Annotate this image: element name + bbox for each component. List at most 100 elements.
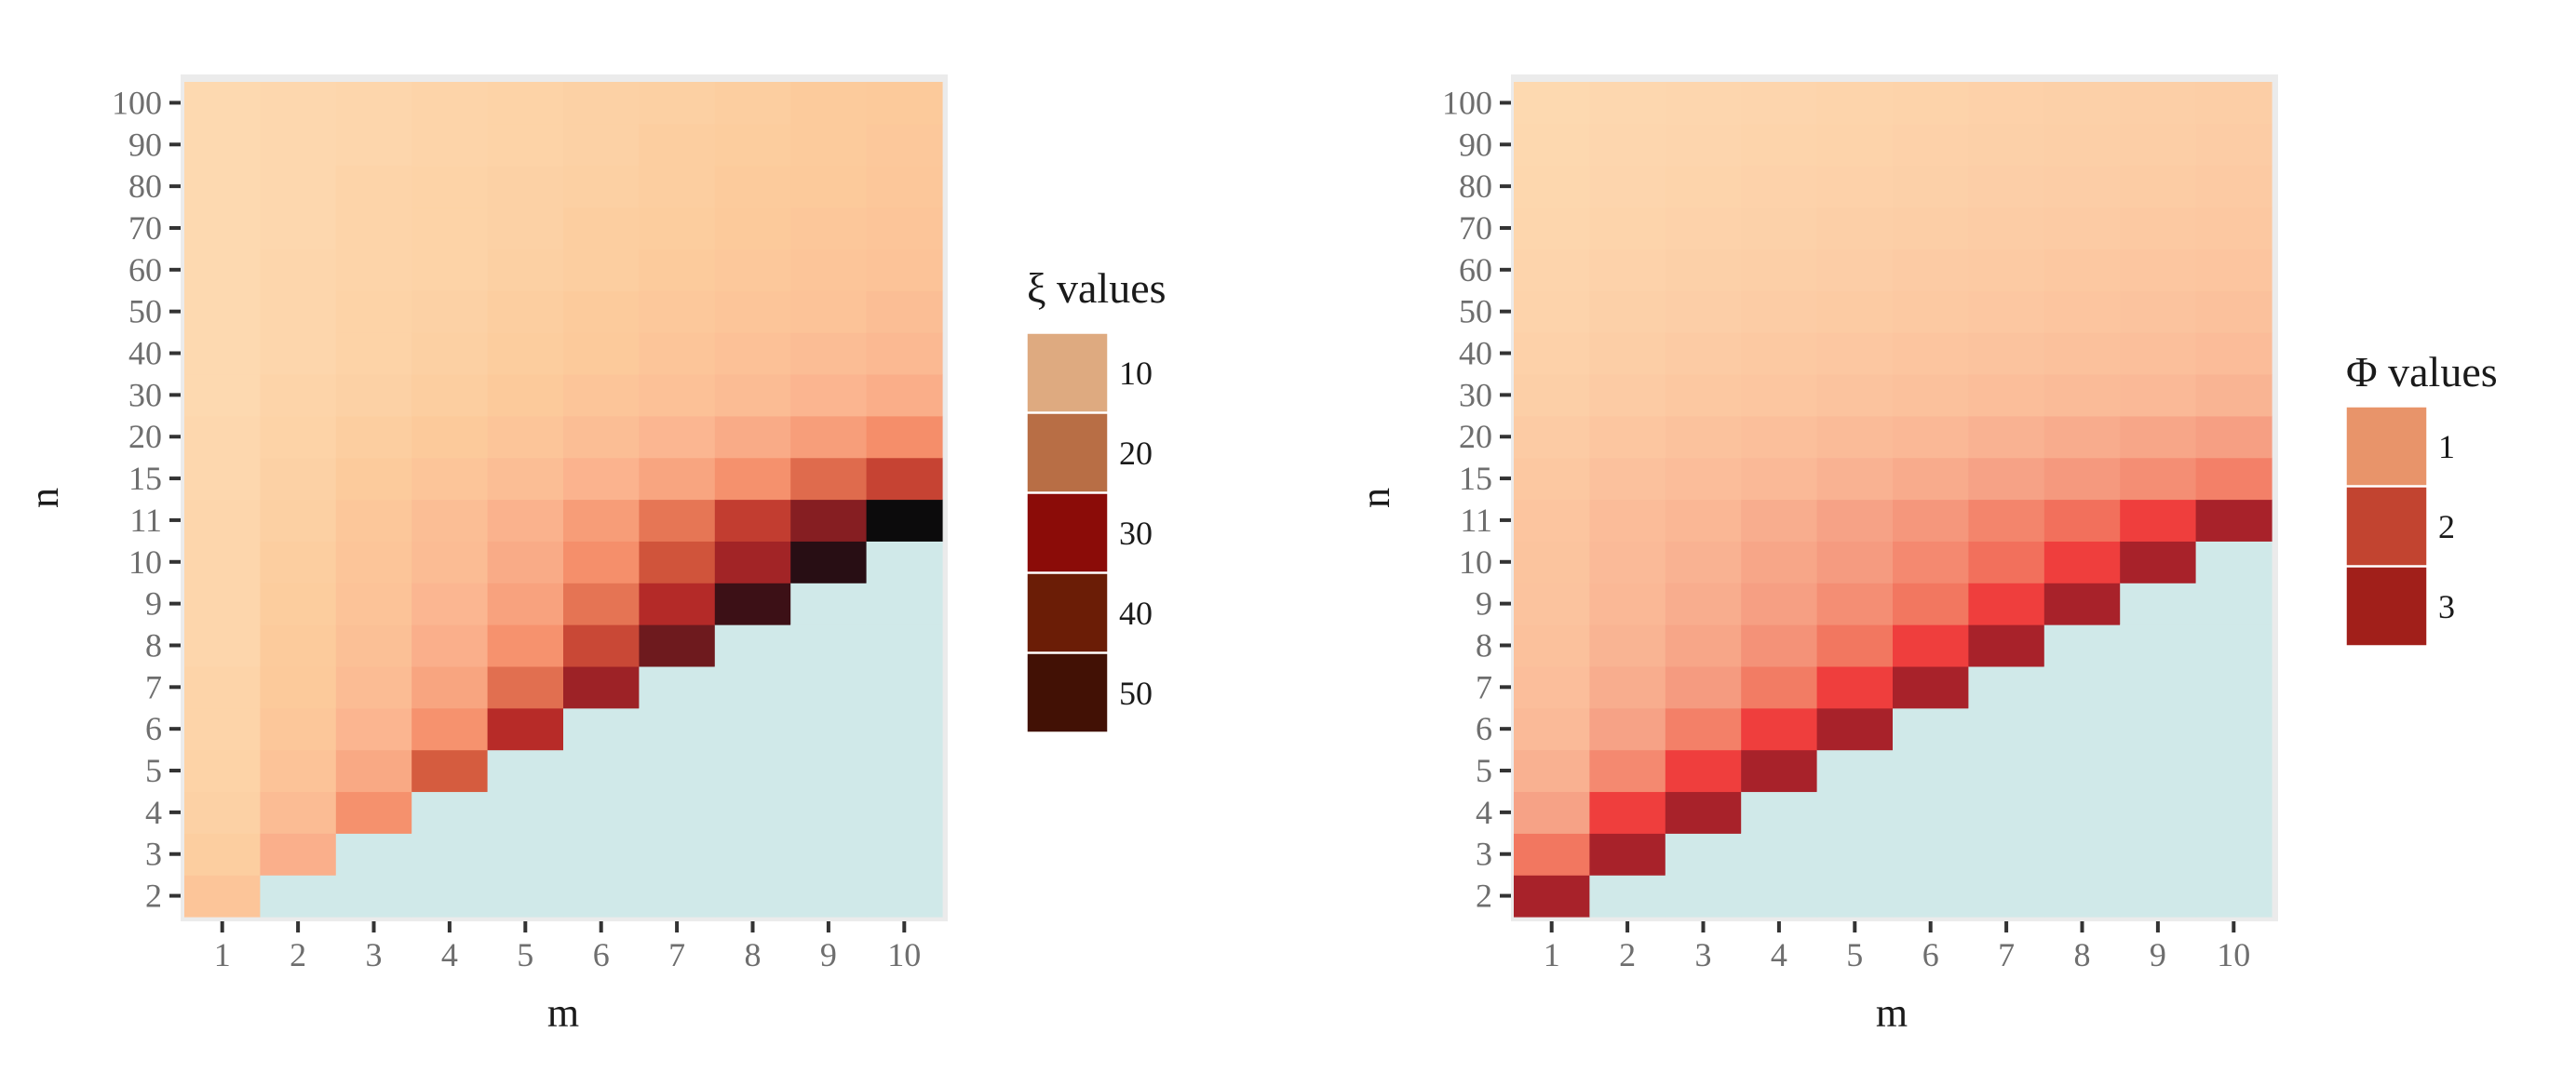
heatmap-cell-empty [1589,875,1666,918]
heatmap-cell-empty [1968,833,2045,876]
heatmap-cell-empty [1741,875,1818,918]
heatmap-cell-empty [790,875,868,918]
heatmap-cell [335,791,412,834]
heatmap-cell [2043,332,2121,375]
heatmap-cell [260,82,337,125]
heatmap-cell [1816,541,1894,583]
heatmap-cell [260,833,337,876]
heatmap-cell-empty [2043,791,2121,834]
heatmap-cell [184,332,261,375]
heatmap-cell [639,624,716,667]
heatmap-cell [260,749,337,793]
heatmap-cell [2195,332,2273,375]
heatmap-cell-empty [2195,791,2273,834]
heatmap-cell [1589,457,1666,501]
heatmap-cell [790,82,868,125]
heatmap-cell [1893,624,1969,667]
heatmap-cell-empty [639,791,716,834]
heatmap-cell [1741,583,1818,625]
heatmap-cell-empty [2195,833,2273,876]
heatmap-cell [2120,415,2197,459]
heatmap-cell-empty [790,749,868,793]
heatmap-cell-empty [639,833,716,876]
heatmap-cell [1589,290,1666,333]
y-tick-label: 20 [1459,418,1492,455]
heatmap-cell [184,123,261,167]
heatmap-cell-empty [714,875,791,918]
heatmap-cell-empty [1816,791,1894,834]
heatmap-cell [1589,707,1666,751]
heatmap-cell-empty [2195,707,2273,751]
legend-swatch [2345,566,2428,647]
heatmap-cell-empty [2195,665,2273,709]
heatmap-cell [866,415,943,459]
heatmap-cell [2043,165,2121,208]
heatmap-cell [1968,82,2045,125]
heatmap-cell [639,499,716,542]
heatmap-cell [1968,332,2045,375]
heatmap-cell [1816,457,1894,501]
heatmap-cell [411,457,489,501]
heatmap-cell-empty [563,833,640,876]
legend-swatch [2345,486,2428,567]
heatmap-cell [1741,207,1818,249]
heatmap-cell [1514,624,1590,667]
heatmap-cell [790,123,868,167]
heatmap-cell [1816,583,1894,625]
y-tick-label: 8 [145,626,162,664]
heatmap-cell [184,833,261,876]
heatmap-cell [1514,457,1590,501]
heatmap-cell [335,749,412,793]
heatmap-cell-empty [639,665,716,709]
legend-swatch [2345,406,2428,487]
heatmap-cell [1665,499,1742,542]
heatmap-cell-empty [866,583,943,625]
heatmap-cell [411,165,489,208]
heatmap-cell [639,123,716,167]
legend-title: Φ values [2346,348,2498,396]
heatmap-cell-empty [790,665,868,709]
heatmap-cell [714,332,791,375]
heatmap-cell [1816,123,1894,167]
y-tick-label: 3 [145,836,162,873]
heatmap-cell [487,373,564,417]
heatmap-cell [2120,541,2197,583]
heatmap-cell [1665,123,1742,167]
heatmap-cell [1893,165,1969,208]
heatmap-cell-empty [1968,665,2045,709]
heatmap-cell [563,165,640,208]
heatmap-cell [260,123,337,167]
heatmap-cell-empty [790,833,868,876]
y-tick-label: 4 [1476,794,1492,831]
heatmap-cell-empty [563,791,640,834]
heatmap-cell [1816,207,1894,249]
heatmap-cell [1589,207,1666,249]
x-tick-label: 1 [1544,936,1560,973]
heatmap-cell [1589,583,1666,625]
y-axis-title: n [1353,488,1398,508]
heatmap-cell [1665,749,1742,793]
y-tick-label: 10 [128,543,162,581]
heatmap-cell-empty [2195,541,2273,583]
heatmap-cell [1816,332,1894,375]
heatmap-cell [2195,207,2273,249]
heatmap-cell [260,373,337,417]
heatmap-cell [2120,290,2197,333]
heatmap-cell [563,82,640,125]
heatmap-cell-empty [2195,875,2273,918]
heatmap-cell [866,207,943,249]
heatmap-cell [411,541,489,583]
heatmap-cell-empty [1968,707,2045,751]
heatmap-cell-empty [790,791,868,834]
legend-swatch [1026,412,1109,493]
y-axis-title: n [21,488,67,508]
heatmap-cell [866,499,943,542]
heatmap-cell-empty [2043,833,2121,876]
y-tick-label: 50 [128,293,162,330]
y-tick-label: 2 [145,878,162,915]
heatmap-cell [184,624,261,667]
heatmap-cell-empty [866,541,943,583]
x-tick-label: 5 [1846,936,1863,973]
heatmap-cell [335,499,412,542]
heatmap-cell-empty [411,875,489,918]
